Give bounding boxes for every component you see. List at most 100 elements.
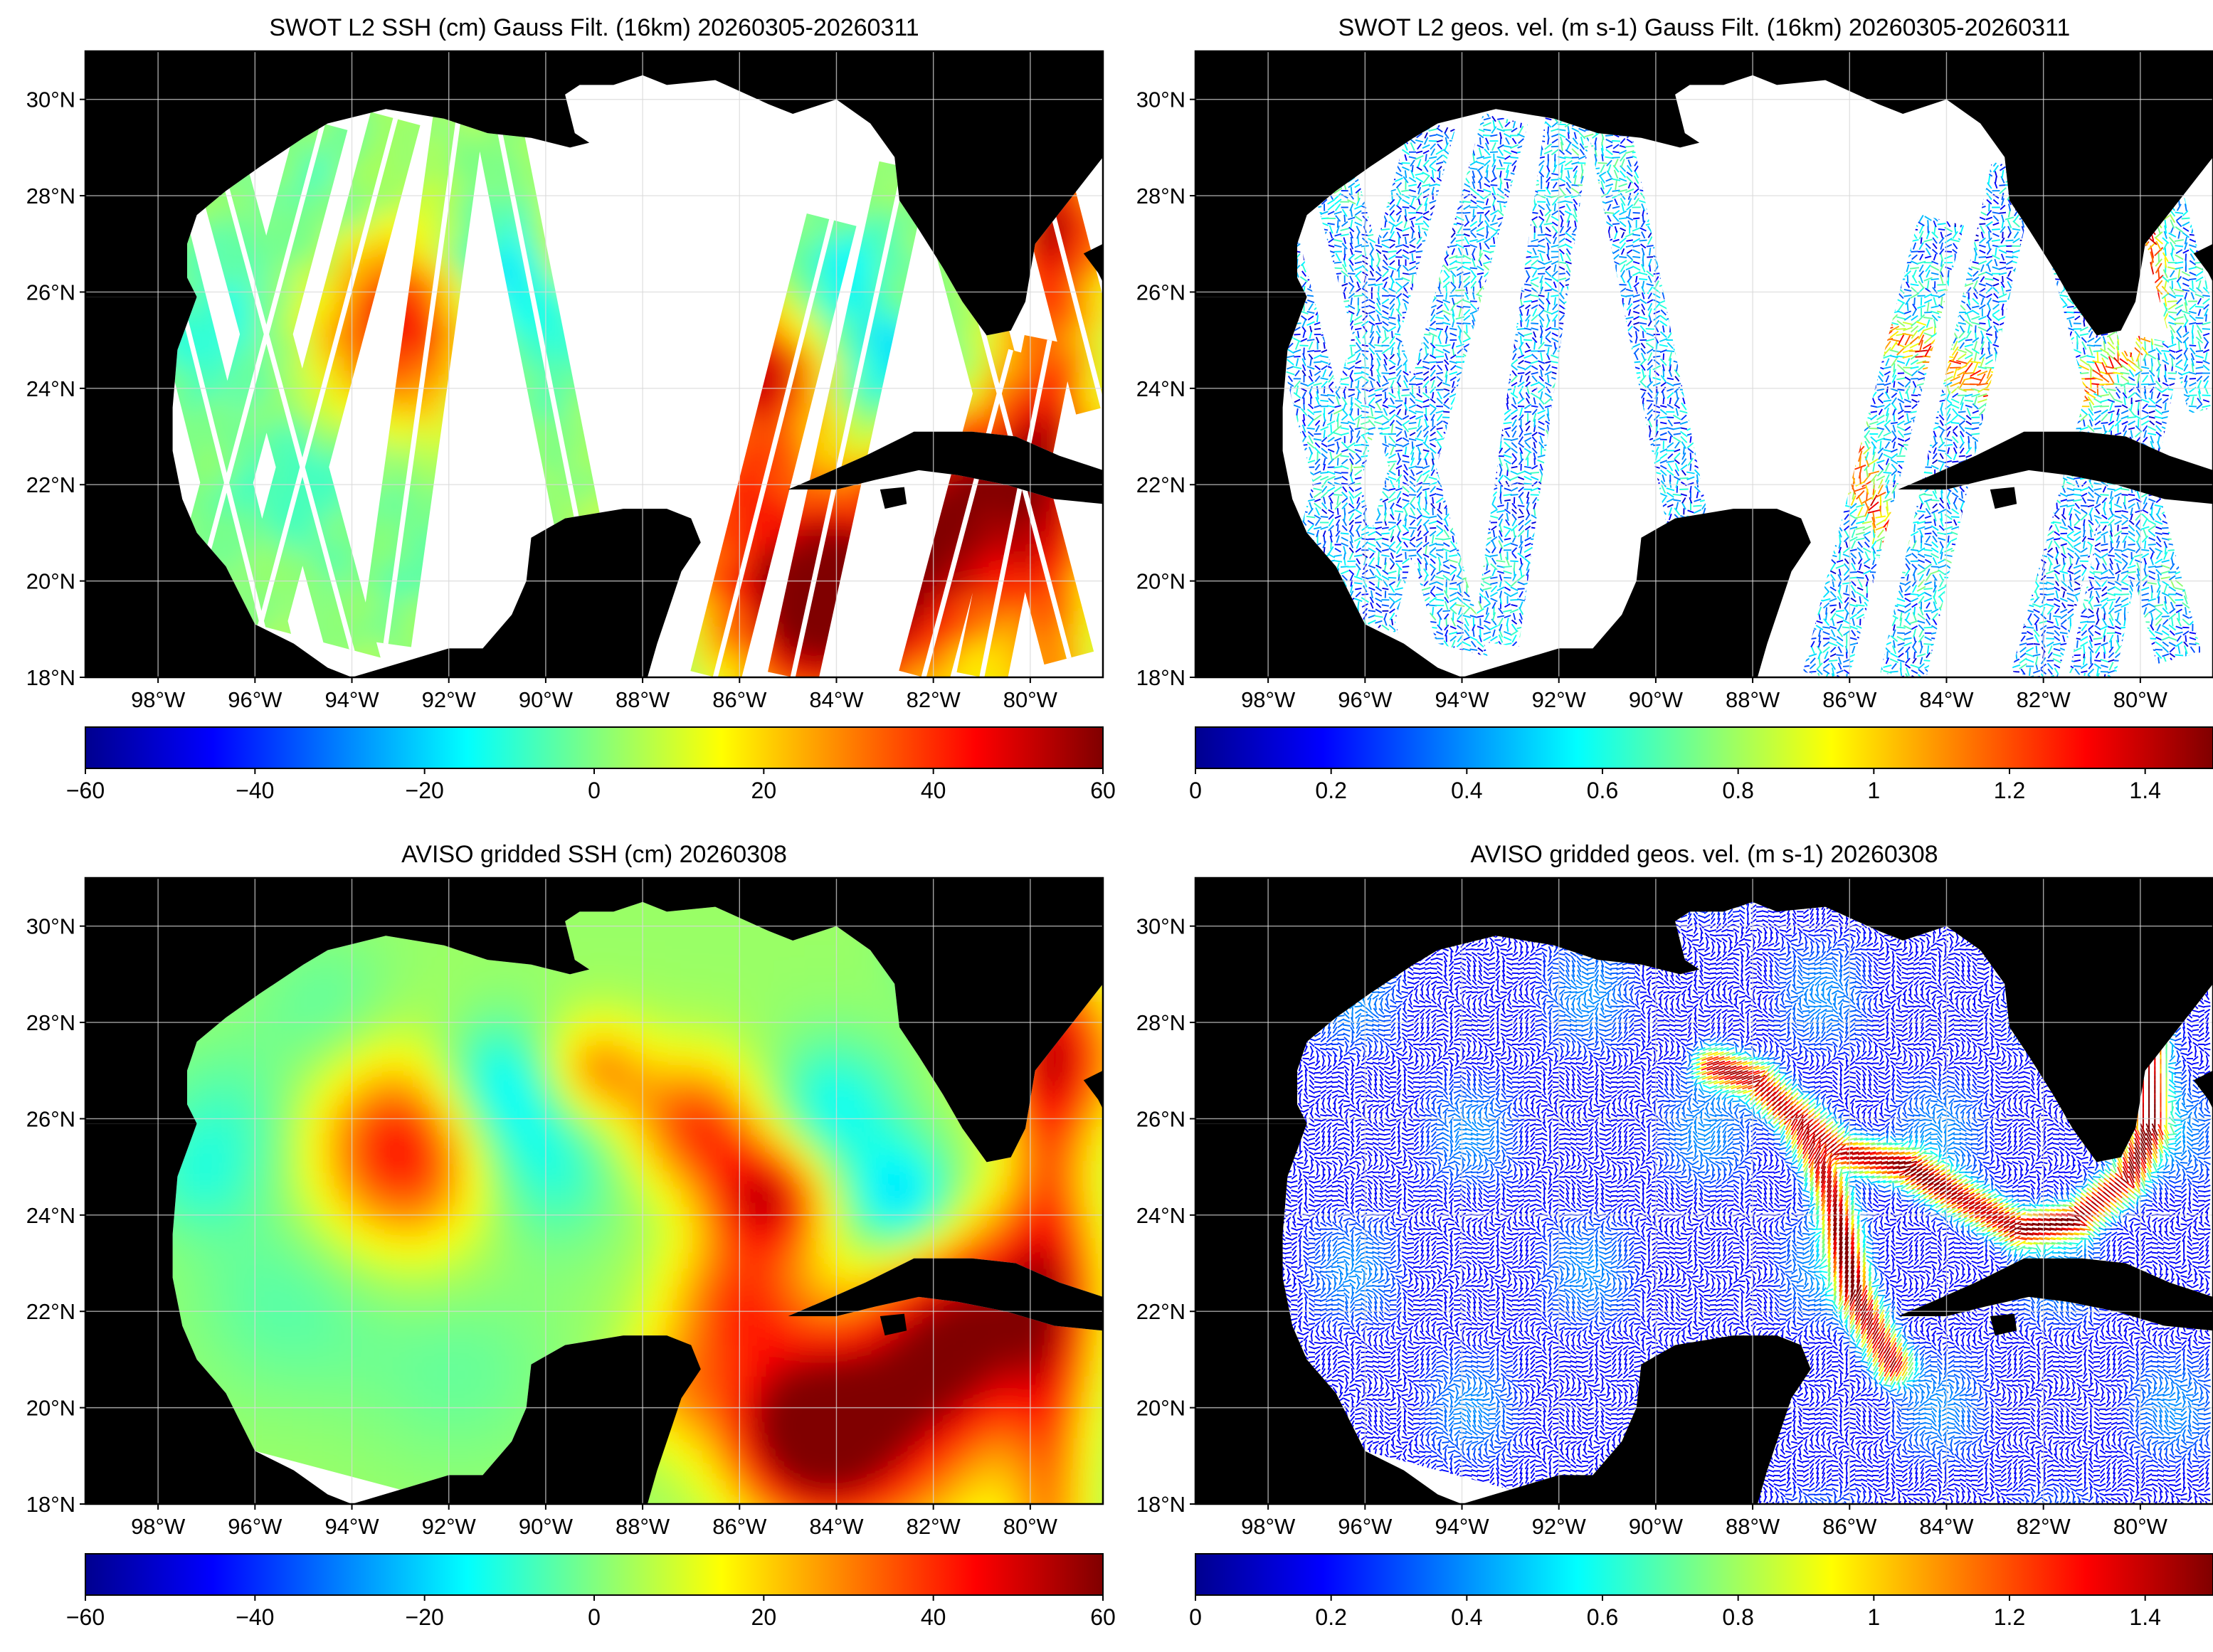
lon-tick-label: 92°W [422, 687, 477, 712]
panel-title: SWOT L2 geos. vel. (m s-1) Gauss Filt. (… [1338, 14, 2071, 41]
lon-tick-label: 80°W [2113, 687, 2168, 712]
land [85, 51, 1103, 677]
lon-tick-label: 84°W [809, 1514, 864, 1539]
colorbar-tick-label: 0.4 [1451, 778, 1482, 803]
colorbar-tick-label: 0.2 [1315, 1604, 1346, 1630]
lon-tick-label: 90°W [1629, 687, 1684, 712]
lat-tick-label: 26°N [1136, 1106, 1185, 1131]
lon-tick-label: 80°W [1003, 1514, 1058, 1539]
colorbar-tick-label: 0.8 [1722, 778, 1753, 803]
colorbar-tick-label: 0 [1189, 1604, 1202, 1630]
colorbar-tick-label: 1.2 [1994, 778, 2025, 803]
lat-tick-label: 22°N [26, 1299, 75, 1324]
lon-tick-label: 94°W [324, 1514, 379, 1539]
lat-tick-label: 24°N [1136, 1203, 1185, 1228]
colorbar-tick-label: 20 [751, 1604, 777, 1630]
lon-tick-label: 90°W [1629, 1514, 1684, 1539]
colorbar-tick-label: 0.8 [1722, 1604, 1753, 1630]
lat-tick-label: 22°N [1136, 472, 1185, 497]
lat-tick-label: 30°N [1136, 88, 1185, 112]
lat-tick-label: 26°N [26, 280, 75, 305]
land [1195, 878, 2213, 1504]
colorbar: −60 −40 −20 0 20 40 60 [66, 726, 1116, 803]
graticule [85, 878, 1103, 1504]
lon-tick-label: 96°W [228, 687, 282, 712]
panel-swot-ssh: SWOT L2 SSH (cm) Gauss Filt. (16km) 2026… [26, 14, 1116, 803]
panel-title: AVISO gridded SSH (cm) 20260308 [401, 841, 787, 868]
lon-tick-label: 92°W [1532, 687, 1587, 712]
colorbar-tick-label: 0.6 [1587, 778, 1618, 803]
lat-tick-label: 30°N [26, 914, 75, 939]
colorbar-tick-label: 0 [588, 778, 601, 803]
lon-tick-label: 88°W [616, 1514, 670, 1539]
lon-tick-label: 84°W [1919, 687, 1974, 712]
lon-tick-label: 98°W [131, 687, 186, 712]
lat-tick-label: 20°N [1136, 569, 1185, 594]
lon-tick-label: 80°W [2113, 1514, 2168, 1539]
lon-tick-label: 82°W [2017, 687, 2071, 712]
colorbar-tick-label: 40 [921, 1604, 946, 1630]
lat-tick-label: 20°N [1136, 1396, 1185, 1421]
panel-swot-vel: SWOT L2 geos. vel. (m s-1) Gauss Filt. (… [1136, 14, 2213, 803]
graticule [1195, 51, 2213, 677]
colorbar-tick-label: −20 [406, 1604, 444, 1630]
colorbar-tick-label: −60 [66, 1604, 105, 1630]
lon-tick-label: 84°W [1919, 1514, 1974, 1539]
lat-tick-label: 28°N [26, 1010, 75, 1035]
colorbar-tick-label: 60 [1090, 1604, 1116, 1630]
lon-tick-label: 92°W [422, 1514, 477, 1539]
lon-tick-label: 82°W [907, 687, 961, 712]
colorbar-tick-label: 0.6 [1587, 1604, 1618, 1630]
lon-tick-label: 94°W [1435, 687, 1489, 712]
lon-tick-label: 96°W [1338, 1514, 1393, 1539]
lon-tick-label: 86°W [712, 1514, 767, 1539]
land [1195, 51, 2213, 677]
lat-tick-label: 24°N [26, 1203, 75, 1228]
lon-tick-label: 80°W [1003, 687, 1058, 712]
lat-tick-label: 18°N [1136, 665, 1185, 690]
lon-tick-label: 90°W [519, 687, 574, 712]
colorbar: −60 −40 −20 0 20 40 60 [66, 1553, 1116, 1630]
lon-tick-label: 98°W [1241, 687, 1296, 712]
lat-tick-label: 20°N [26, 569, 75, 594]
colorbar-tick-label: 1 [1867, 1604, 1880, 1630]
lon-tick-label: 94°W [1435, 1514, 1489, 1539]
lat-tick-label: 28°N [1136, 1010, 1185, 1035]
map-area [85, 51, 1103, 677]
colorbar-tick-label: 20 [751, 778, 777, 803]
lat-tick-label: 22°N [26, 472, 75, 497]
lat-tick-label: 28°N [26, 184, 75, 208]
lon-tick-label: 90°W [519, 1514, 574, 1539]
panel-title: SWOT L2 SSH (cm) Gauss Filt. (16km) 2026… [269, 14, 919, 41]
lat-tick-label: 30°N [26, 88, 75, 112]
land [85, 878, 1103, 1504]
map-area [85, 878, 1103, 1504]
lat-tick-label: 26°N [26, 1106, 75, 1131]
panel-title: AVISO gridded geos. vel. (m s-1) 2026030… [1470, 841, 1938, 868]
lon-tick-label: 96°W [1338, 687, 1393, 712]
colorbar: 0 0.2 0.4 0.6 0.8 1 1.2 1.4 [1189, 726, 2213, 803]
lon-tick-label: 92°W [1532, 1514, 1587, 1539]
graticule [85, 51, 1103, 677]
panel-aviso-vel: AVISO gridded geos. vel. (m s-1) 2026030… [1136, 841, 2213, 1630]
map-area [1195, 51, 2213, 677]
colorbar-tick-label: 1.4 [2129, 778, 2160, 803]
lat-tick-label: 30°N [1136, 914, 1185, 939]
lon-tick-label: 96°W [228, 1514, 282, 1539]
colorbar-tick-label: −20 [406, 778, 444, 803]
lat-tick-label: 26°N [1136, 280, 1185, 305]
panel-aviso-ssh: AVISO gridded SSH (cm) 20260308 30°N 28°N 2… [26, 841, 1116, 1630]
lon-tick-label: 86°W [712, 687, 767, 712]
lon-tick-label: 94°W [324, 687, 379, 712]
velocity-arrows [1282, 878, 2212, 1504]
lon-tick-label: 82°W [907, 1514, 961, 1539]
lon-tick-label: 88°W [616, 687, 670, 712]
graticule [1195, 878, 2213, 1504]
lon-tick-label: 98°W [131, 1514, 186, 1539]
colorbar-tick-label: 0 [1189, 778, 1202, 803]
lat-tick-label: 24°N [26, 376, 75, 401]
colorbar-tick-label: 0.2 [1315, 778, 1346, 803]
colorbar-tick-label: 60 [1090, 778, 1116, 803]
lon-tick-label: 88°W [1726, 1514, 1780, 1539]
